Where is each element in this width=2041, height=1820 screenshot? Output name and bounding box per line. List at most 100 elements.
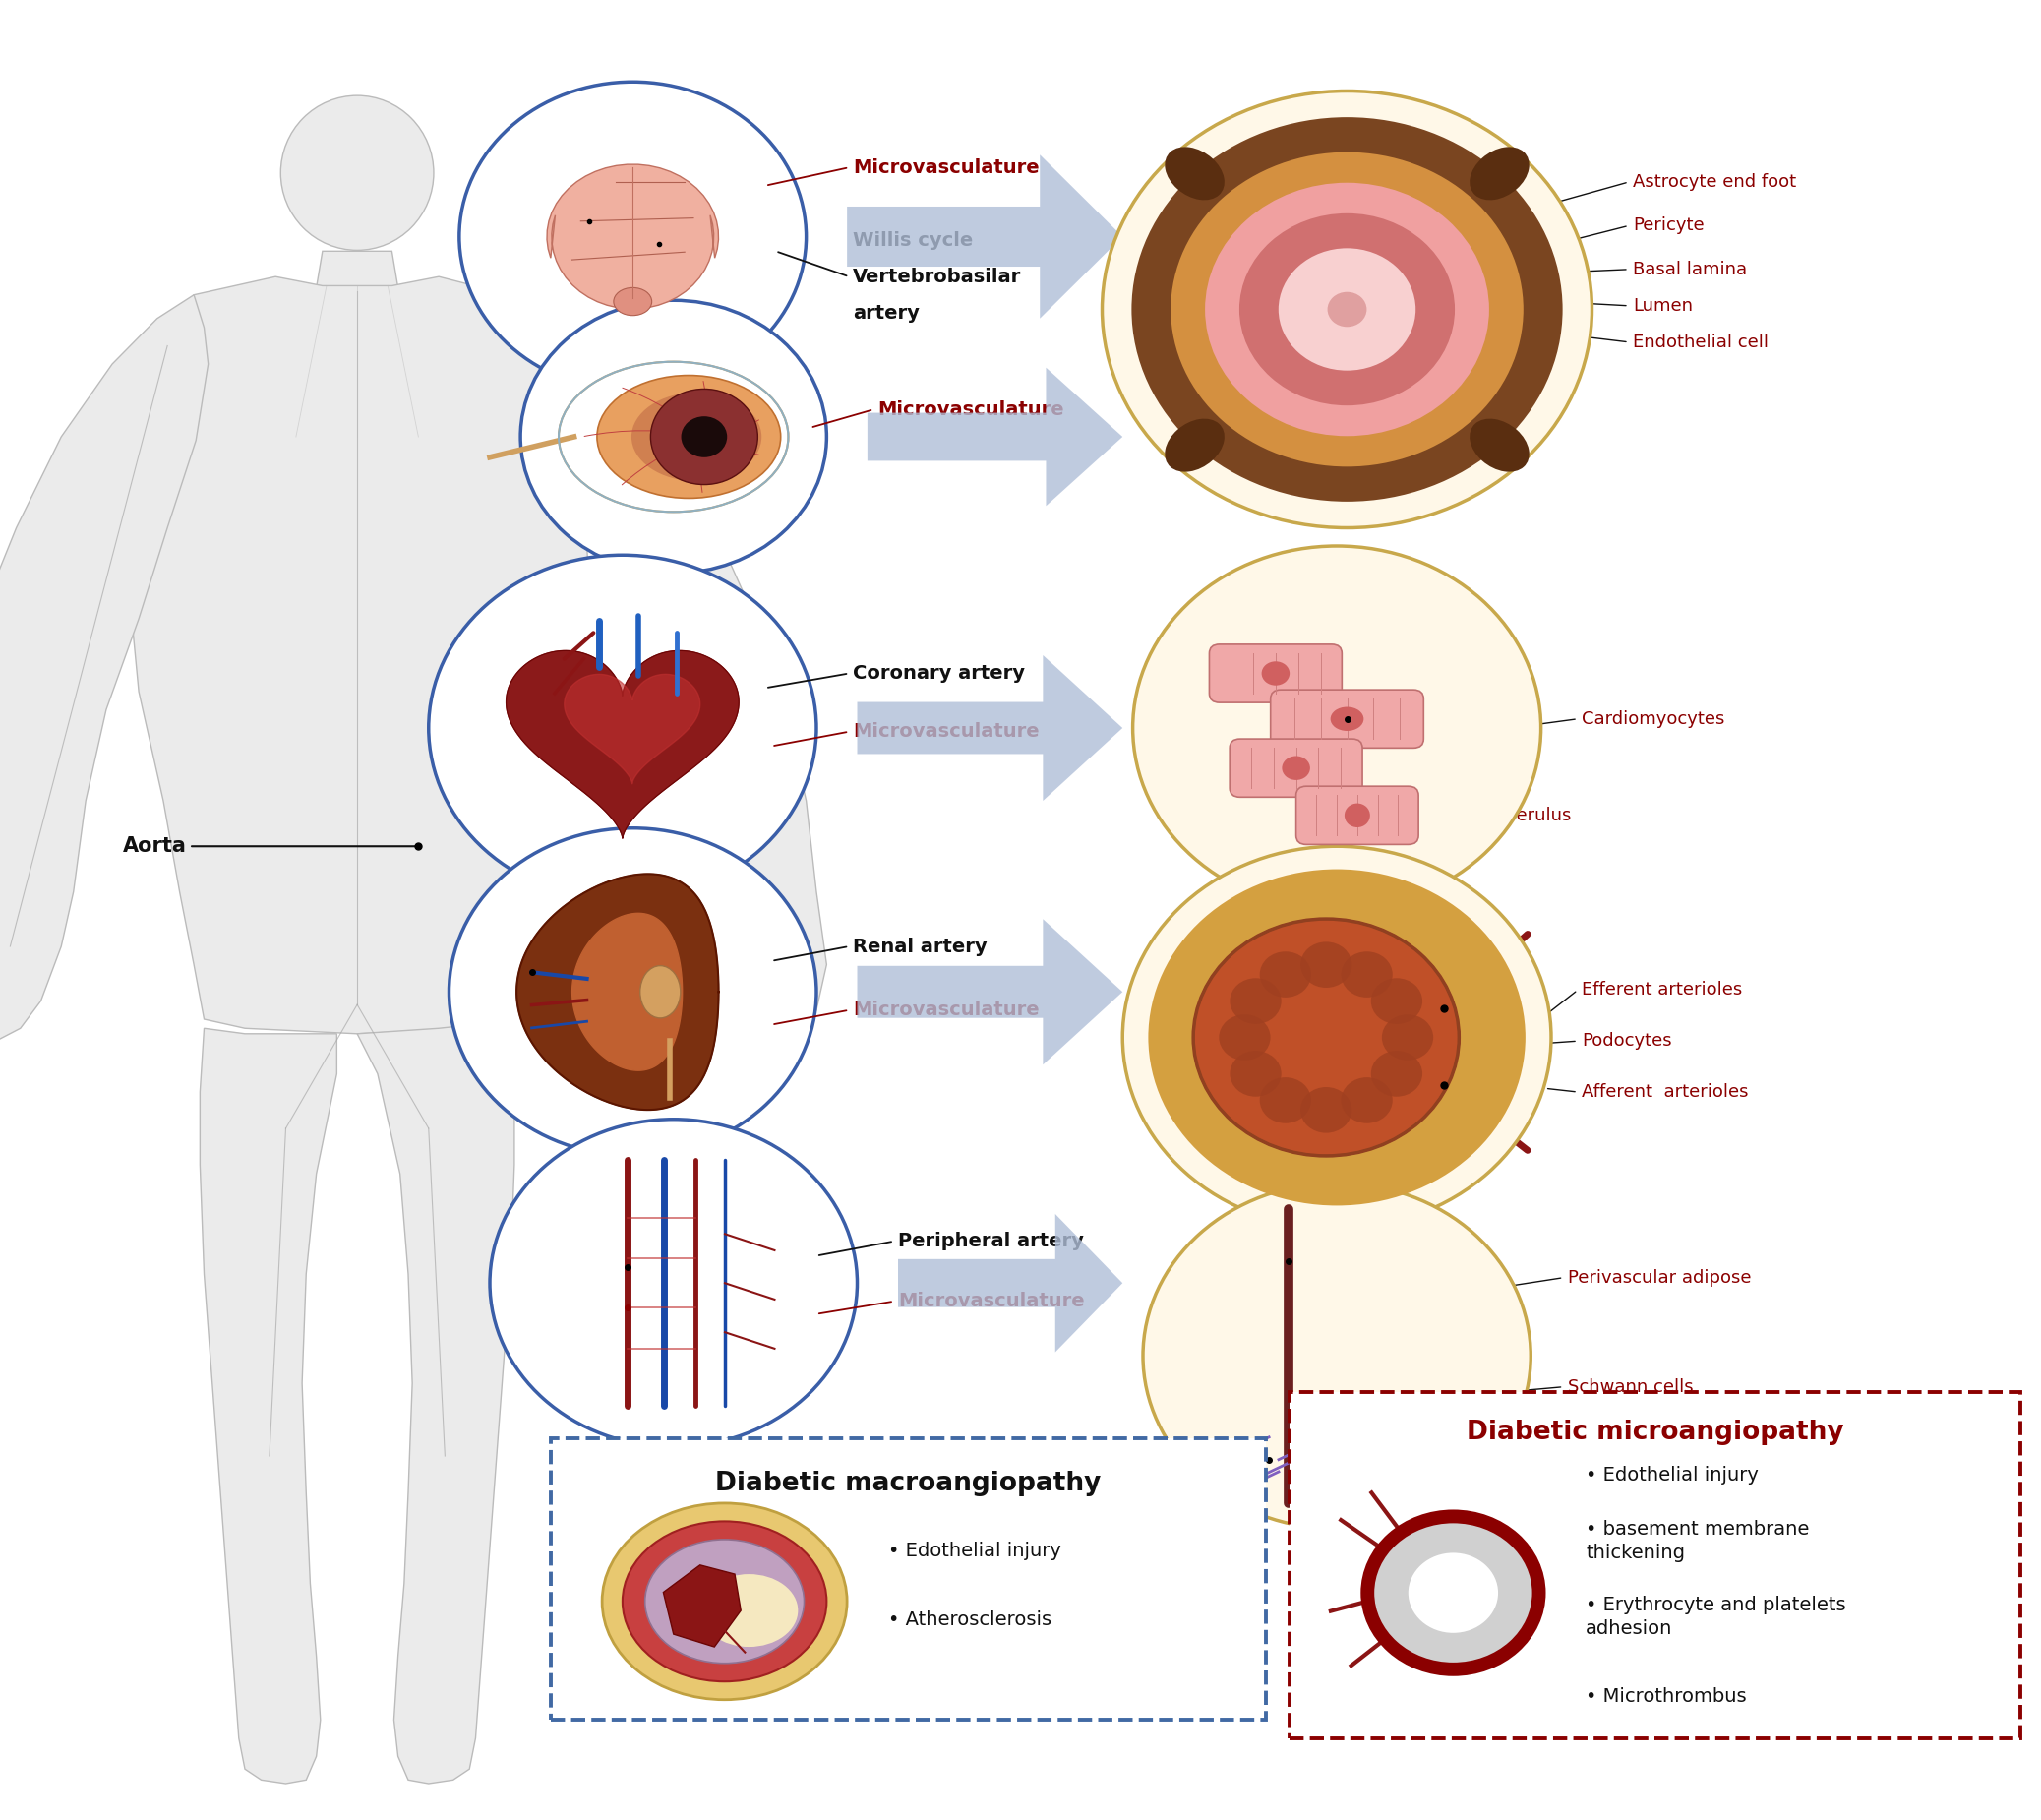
Circle shape [1341,952,1392,997]
Text: Coronary artery: Coronary artery [853,664,1025,682]
Text: Podocytes: Podocytes [1582,1032,1672,1050]
Text: artery: artery [853,304,920,322]
Circle shape [1133,546,1541,910]
Ellipse shape [614,288,651,315]
Text: Astrocyte end foot: Astrocyte end foot [1633,173,1796,191]
Polygon shape [847,155,1123,318]
Text: Cardiomyocytes: Cardiomyocytes [1582,710,1725,728]
Text: • basement membrane
thickening: • basement membrane thickening [1586,1520,1810,1562]
Text: Endothelial cell: Endothelial cell [1633,333,1770,351]
Text: Basal lamina: Basal lamina [1633,260,1747,278]
Circle shape [1102,91,1592,528]
Ellipse shape [1165,147,1225,200]
Polygon shape [0,295,208,1041]
FancyBboxPatch shape [551,1438,1265,1720]
Polygon shape [547,164,718,309]
Text: Microvasculature: Microvasculature [853,723,1039,741]
Polygon shape [571,914,682,1070]
Text: Willis cycle: Willis cycle [853,231,974,249]
Text: Aorta: Aorta [122,837,416,855]
Circle shape [1408,1552,1498,1633]
Circle shape [1194,919,1459,1156]
Ellipse shape [1470,147,1529,200]
Circle shape [651,389,757,484]
Polygon shape [857,919,1123,1065]
Ellipse shape [631,393,761,480]
Polygon shape [127,277,588,1034]
Polygon shape [898,1214,1123,1352]
FancyBboxPatch shape [1229,739,1363,797]
Text: Efferent arterioles: Efferent arterioles [1582,981,1743,999]
Text: Schwann cells: Schwann cells [1567,1378,1694,1396]
Text: Microvasculature: Microvasculature [853,158,1039,177]
Text: Diabetic microangiopathy: Diabetic microangiopathy [1467,1420,1843,1445]
Circle shape [1259,952,1310,997]
Circle shape [490,1119,857,1447]
Polygon shape [516,874,718,1110]
Text: Diabetic macroangiopathy: Diabetic macroangiopathy [714,1471,1102,1496]
Circle shape [1204,182,1490,437]
Circle shape [459,82,806,391]
Ellipse shape [641,966,680,1017]
Polygon shape [316,251,398,288]
Polygon shape [663,1565,741,1647]
Circle shape [1231,1050,1282,1097]
Text: Afferent  arterioles: Afferent arterioles [1582,1083,1749,1101]
Circle shape [1149,870,1525,1205]
Ellipse shape [1261,661,1290,686]
Ellipse shape [623,1522,827,1682]
Polygon shape [506,652,739,839]
Ellipse shape [700,1574,798,1647]
Ellipse shape [1470,419,1529,471]
FancyBboxPatch shape [1208,644,1343,703]
Circle shape [1278,248,1416,371]
Text: Microvasculature: Microvasculature [878,400,1063,419]
Circle shape [1231,977,1282,1025]
Polygon shape [565,673,700,784]
Ellipse shape [1331,706,1363,732]
Text: Microvasculature: Microvasculature [898,1292,1084,1310]
FancyBboxPatch shape [1290,1392,2021,1738]
Circle shape [1300,1087,1351,1132]
Text: Glomerulus: Glomerulus [1470,806,1572,824]
Polygon shape [357,1019,514,1784]
Circle shape [1218,1014,1270,1061]
Circle shape [1382,1014,1433,1061]
Ellipse shape [1282,755,1310,781]
Circle shape [1300,941,1351,988]
FancyBboxPatch shape [1270,690,1425,748]
Circle shape [1367,1516,1539,1669]
Circle shape [1172,153,1523,466]
Circle shape [1123,846,1551,1228]
Ellipse shape [645,1540,804,1663]
Text: Vertebrobasilar: Vertebrobasilar [853,268,1023,286]
Text: Pericyte: Pericyte [1633,217,1704,235]
Circle shape [682,417,727,457]
Ellipse shape [280,95,433,249]
Ellipse shape [559,362,788,511]
Polygon shape [531,300,827,1041]
Polygon shape [857,655,1123,801]
Text: Renal artery: Renal artery [853,937,988,956]
Circle shape [1341,1077,1392,1123]
Circle shape [1143,1183,1531,1529]
Circle shape [1372,977,1423,1025]
Text: Lumen: Lumen [1633,297,1692,315]
Ellipse shape [596,375,780,499]
Circle shape [1239,213,1455,406]
Text: • Edothelial injury: • Edothelial injury [1586,1465,1759,1485]
Circle shape [449,828,816,1156]
Text: Peripheral artery: Peripheral artery [898,1232,1084,1250]
Circle shape [1259,1077,1310,1123]
Polygon shape [200,1028,337,1784]
Circle shape [1327,291,1367,328]
Ellipse shape [1165,419,1225,471]
Text: Microvasculature: Microvasculature [853,1001,1039,1019]
Ellipse shape [602,1503,847,1700]
Polygon shape [867,368,1123,506]
Circle shape [1372,1050,1423,1097]
Text: Perivascular adipose: Perivascular adipose [1567,1269,1751,1287]
Circle shape [520,300,827,573]
Text: • Atherosclerosis: • Atherosclerosis [888,1611,1051,1629]
Text: • Edothelial injury: • Edothelial injury [888,1542,1061,1560]
